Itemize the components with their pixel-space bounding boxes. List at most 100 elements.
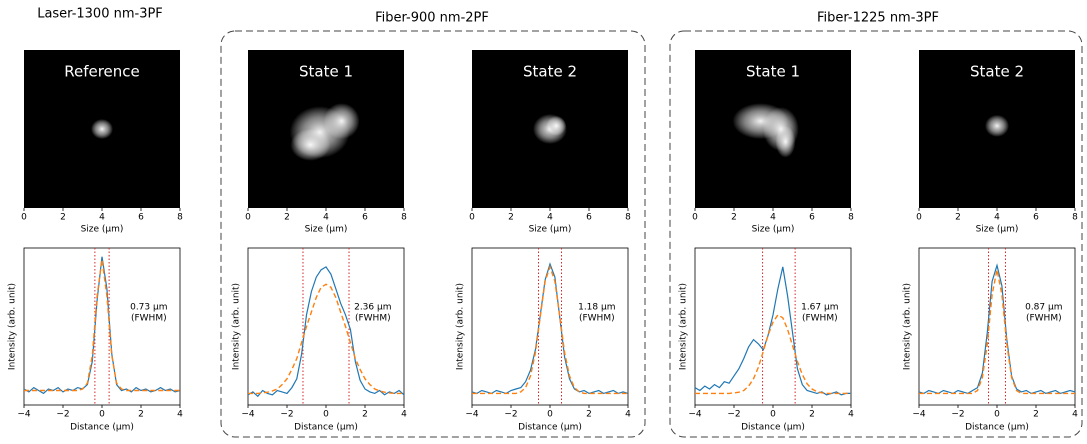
group-title: Fiber-900 nm-2PF <box>375 11 489 26</box>
x-tick-label: 0 <box>245 213 251 223</box>
x-tick-label: 6 <box>138 213 144 223</box>
y-axis-label: Intensity (arb. unit) <box>456 283 466 370</box>
x-tick-label: 2 <box>362 410 368 420</box>
image-label: Reference <box>64 63 140 81</box>
plot-frame <box>23 247 181 406</box>
annotation: (FWHM) <box>355 314 391 324</box>
x-tick-label: −4 <box>17 410 31 420</box>
x-axis-label: Size (μm) <box>529 225 572 235</box>
image-label: State 1 <box>746 63 800 81</box>
x-tick-label: 8 <box>625 213 631 223</box>
profile-line <box>694 266 851 396</box>
profile-line <box>247 266 405 398</box>
annotation: 0.73 μm <box>130 303 167 313</box>
x-tick-label: 6 <box>809 213 815 223</box>
x-tick-label: −2 <box>727 410 740 420</box>
x-tick-label: 0 <box>547 410 553 420</box>
x-tick-label: −2 <box>56 410 69 420</box>
y-axis-label: Intensity (arb. unit) <box>679 283 689 370</box>
annotation: (FWHM) <box>802 314 838 324</box>
x-tick-label: −4 <box>241 410 255 420</box>
x-tick-label: 2 <box>731 213 737 223</box>
plot-frame <box>471 247 629 406</box>
annotation: 2.36 μm <box>354 303 391 313</box>
profile-line <box>472 264 628 395</box>
x-axis-label: Size (μm) <box>305 225 348 235</box>
spot <box>546 115 567 136</box>
x-axis-label: Distance (μm) <box>294 423 358 433</box>
x-tick-label: 8 <box>848 213 854 223</box>
x-tick-label: 4 <box>547 213 553 223</box>
plot-frame <box>694 247 852 406</box>
x-tick-label: 2 <box>809 410 815 420</box>
annotation: 0.87 μm <box>1025 303 1062 313</box>
profile-line <box>248 283 404 395</box>
group-box <box>220 30 646 438</box>
x-axis-label: Size (μm) <box>752 225 795 235</box>
annotation: 1.18 μm <box>578 303 615 313</box>
plot-frame <box>247 247 405 406</box>
image-label: State 2 <box>523 63 577 81</box>
x-tick-label: 2 <box>508 213 514 223</box>
annotation: 1.67 μm <box>801 303 838 313</box>
y-axis-label: Intensity (arb. unit) <box>232 283 242 370</box>
x-tick-label: 2 <box>955 213 961 223</box>
group-title: Laser-1300 nm-3PF <box>37 7 163 22</box>
x-tick-label: 4 <box>994 213 1000 223</box>
x-tick-label: 2 <box>1033 410 1039 420</box>
group-box <box>669 30 1083 438</box>
group-title: Fiber-1225 nm-3PF <box>817 11 939 26</box>
x-tick-label: 0 <box>916 213 922 223</box>
x-tick-label: 2 <box>60 213 66 223</box>
x-tick-label: 4 <box>401 410 407 420</box>
x-tick-label: −4 <box>465 410 479 420</box>
x-tick-label: 8 <box>401 213 407 223</box>
spot <box>290 128 331 161</box>
annotation: (FWHM) <box>1026 314 1062 324</box>
image-label: State 1 <box>299 63 353 81</box>
x-tick-label: −4 <box>688 410 702 420</box>
profile-line <box>695 313 851 395</box>
x-axis-label: Size (μm) <box>976 225 1019 235</box>
x-tick-label: 0 <box>692 213 698 223</box>
profile-line <box>919 269 1075 395</box>
spot <box>775 125 796 158</box>
profile-line <box>918 263 1076 395</box>
x-tick-label: 0 <box>21 213 27 223</box>
x-tick-label: 4 <box>848 410 854 420</box>
x-axis-label: Distance (μm) <box>965 423 1029 433</box>
x-tick-label: 0 <box>469 213 475 223</box>
x-axis-label: Size (μm) <box>81 225 124 235</box>
x-tick-label: 6 <box>1033 213 1039 223</box>
x-tick-label: −2 <box>280 410 293 420</box>
x-tick-label: 8 <box>1072 213 1078 223</box>
image-label: State 2 <box>970 63 1024 81</box>
spot <box>323 103 360 140</box>
x-tick-label: 2 <box>284 213 290 223</box>
x-tick-label: 0 <box>994 410 1000 420</box>
y-axis-label: Intensity (arb. unit) <box>8 283 18 370</box>
x-tick-label: 0 <box>770 410 776 420</box>
x-tick-label: 4 <box>1072 410 1078 420</box>
x-tick-label: 4 <box>323 213 329 223</box>
x-tick-label: 6 <box>362 213 368 223</box>
x-tick-label: 0 <box>99 410 105 420</box>
profile-line <box>23 256 181 395</box>
x-tick-label: 2 <box>586 410 592 420</box>
x-tick-label: 2 <box>138 410 144 420</box>
x-tick-label: 4 <box>177 410 183 420</box>
annotation: (FWHM) <box>131 314 167 324</box>
spot <box>91 119 113 139</box>
x-tick-label: 6 <box>586 213 592 223</box>
x-axis-label: Distance (μm) <box>741 423 805 433</box>
x-tick-label: −2 <box>504 410 517 420</box>
x-axis-label: Distance (μm) <box>70 423 134 433</box>
x-tick-label: 4 <box>770 213 776 223</box>
x-tick-label: −2 <box>951 410 964 420</box>
profile-line <box>471 262 629 395</box>
y-axis-label: Intensity (arb. unit) <box>903 283 913 370</box>
x-tick-label: 0 <box>323 410 329 420</box>
x-tick-label: 4 <box>99 213 105 223</box>
x-tick-label: 4 <box>625 410 631 420</box>
